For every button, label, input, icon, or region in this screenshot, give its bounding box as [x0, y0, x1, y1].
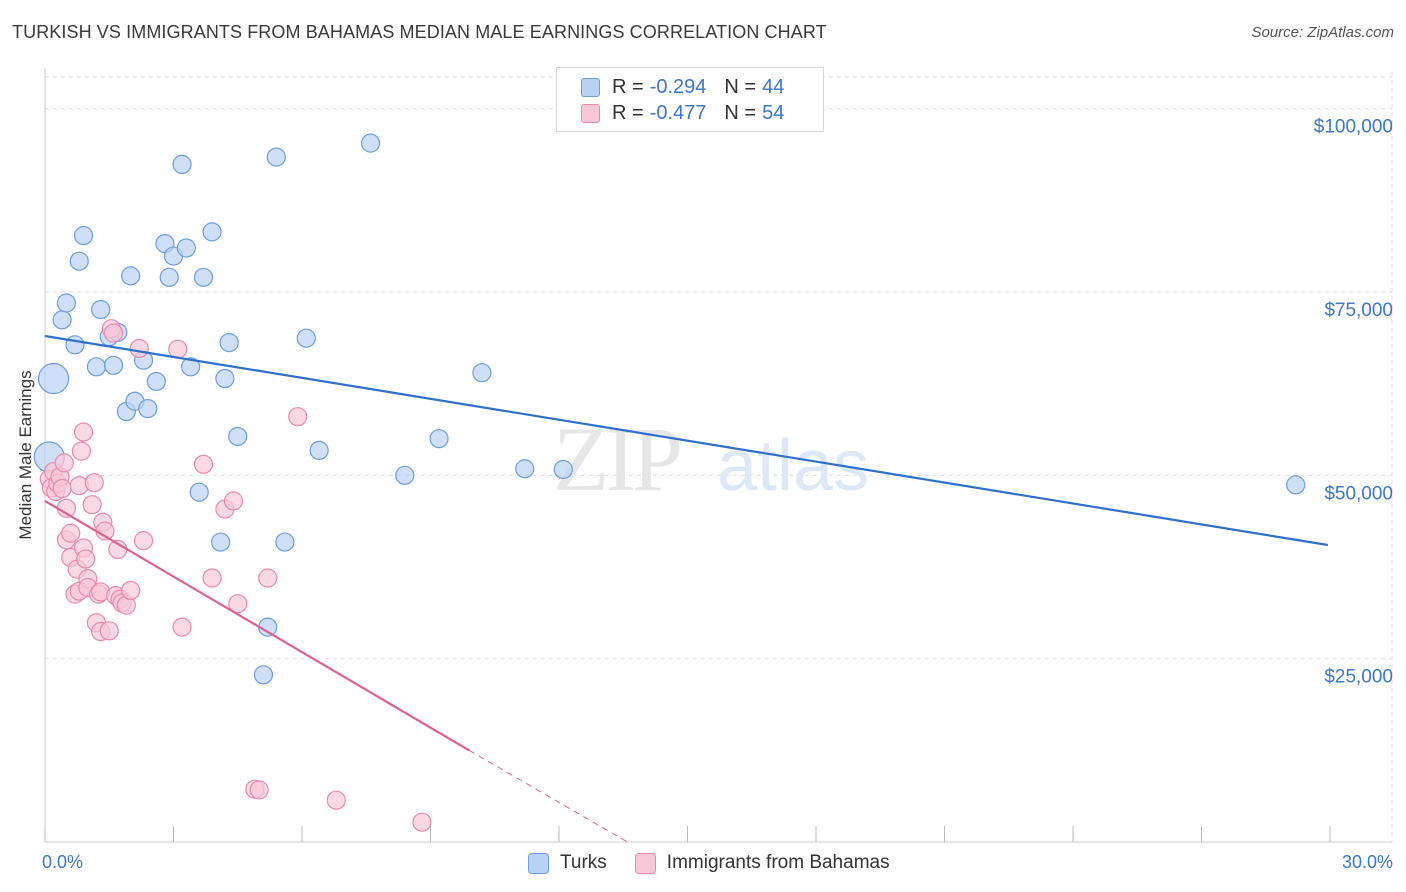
y-axis-label: Median Male Earnings: [16, 370, 35, 539]
data-point: [395, 465, 415, 485]
data-point: [146, 371, 166, 392]
data-point: [1286, 475, 1306, 495]
data-point: [193, 267, 214, 287]
data-point: [69, 251, 89, 271]
data-point: [172, 154, 192, 174]
data-point: [266, 147, 286, 167]
data-point: [193, 454, 214, 474]
legend-row-turks: R = -0.294 N = 44: [581, 75, 784, 99]
data-point: [176, 238, 196, 258]
bahamas-legend-swatch: [634, 852, 656, 874]
data-point: [73, 225, 94, 246]
data-point: [215, 368, 235, 389]
turks-n-value: 44: [762, 75, 785, 98]
trend-lines: [44, 334, 1329, 843]
data-point: [54, 453, 74, 473]
data-point: [326, 790, 346, 810]
data-point: [202, 568, 222, 588]
data-point: [99, 621, 119, 641]
x-tick-labels: 0.0% 30.0%: [42, 852, 1393, 872]
data-point: [288, 407, 308, 427]
x-tick-label: 30.0%: [1342, 852, 1393, 872]
data-point: [189, 482, 209, 502]
y-tick-label: $100,000: [1314, 117, 1393, 138]
legend-item-bahamas[interactable]: Immigrants from Bahamas: [634, 852, 890, 874]
watermark-zip: ZIP: [553, 408, 680, 510]
series-legend: Turks Immigrants from Bahamas: [528, 852, 918, 874]
data-point: [515, 459, 535, 479]
bahamas-legend-label: Immigrants from Bahamas: [666, 852, 890, 873]
data-point: [228, 426, 248, 447]
data-point: [172, 617, 192, 637]
data-point: [65, 335, 85, 355]
data-point: [73, 422, 94, 442]
legend-item-turks[interactable]: Turks: [528, 852, 607, 874]
y-tick-label: $25,000: [1324, 667, 1393, 688]
data-point: [211, 532, 231, 552]
data-point: [253, 665, 274, 685]
turks-points: [33, 133, 1306, 685]
data-point: [412, 812, 432, 832]
data-point: [228, 594, 248, 614]
turks-legend-label: Turks: [560, 852, 607, 873]
turks-legend-swatch: [528, 852, 549, 874]
turks-r-value: -0.294: [649, 75, 707, 98]
data-point: [121, 580, 141, 601]
data-point: [159, 267, 179, 287]
y-tick-label: $50,000: [1324, 483, 1393, 504]
data-point: [71, 441, 92, 461]
data-point: [219, 333, 239, 353]
turks-swatch: [581, 77, 600, 97]
data-point: [91, 300, 111, 320]
data-point: [181, 357, 201, 377]
data-point: [249, 780, 269, 800]
x-tick-label: 0.0%: [42, 852, 83, 872]
bahamas-trend-line: [44, 500, 470, 752]
bahamas-n-label: N =: [724, 101, 757, 124]
bahamas-n-value: 54: [762, 101, 785, 124]
bahamas-r-value: -0.477: [649, 101, 707, 124]
data-point: [84, 473, 104, 493]
data-point: [296, 328, 316, 348]
turks-trend-line: [44, 334, 1329, 547]
data-point: [121, 266, 141, 286]
turks-n-label: N =: [724, 75, 757, 98]
data-point: [275, 532, 295, 552]
data-point: [202, 222, 222, 242]
data-point: [82, 495, 102, 515]
y-tick-labels: $25,000 $50,000 $75,000 $100,000: [1314, 117, 1393, 688]
data-point: [52, 478, 72, 499]
data-point: [52, 310, 72, 330]
data-point: [103, 355, 124, 375]
data-point: [223, 491, 244, 511]
data-point: [309, 440, 329, 460]
watermark: ZIP atlas: [553, 408, 869, 510]
data-point: [472, 363, 492, 383]
data-point: [56, 293, 77, 313]
data-point: [429, 429, 449, 449]
data-point: [76, 549, 96, 569]
data-point: [103, 323, 124, 343]
data-point: [553, 459, 573, 480]
bahamas-swatch: [581, 103, 600, 123]
data-point: [258, 568, 278, 588]
stats-legend: R = -0.294 N = 44 R = -0.477 N = 54: [556, 67, 824, 132]
data-point: [133, 530, 154, 551]
turks-r-label: R =: [612, 75, 644, 98]
data-point: [129, 338, 149, 359]
y-tick-label: $75,000: [1324, 300, 1393, 321]
bahamas-points: [39, 319, 432, 832]
data-point: [360, 133, 381, 153]
data-point: [138, 399, 158, 419]
legend-row-bahamas: R = -0.477 N = 54: [581, 101, 784, 125]
bahamas-r-label: R =: [612, 101, 644, 124]
bahamas-trend-extension: [468, 749, 628, 843]
chart-title: TURKISH VS IMMIGRANTS FROM BAHAMAS MEDIA…: [12, 22, 827, 42]
data-point: [37, 362, 70, 395]
data-point: [61, 523, 81, 543]
data-point: [86, 357, 107, 377]
source-note: Source: ZipAtlas.com: [1251, 24, 1394, 41]
grid-lines: [45, 72, 1393, 842]
